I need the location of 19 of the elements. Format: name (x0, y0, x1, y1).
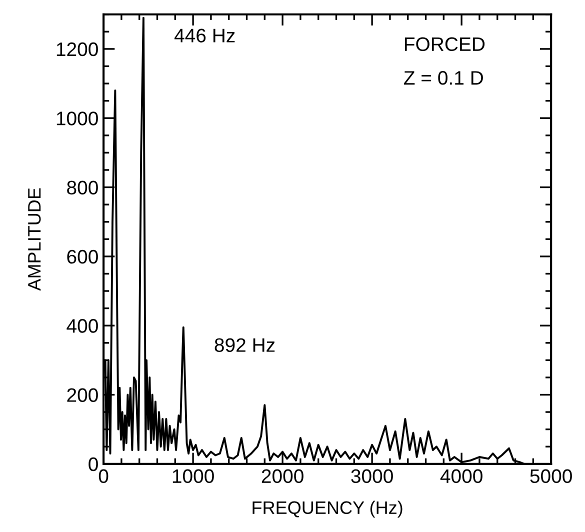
x-tick-label: 3000 (351, 469, 393, 484)
x-tick-label: 4000 (440, 469, 482, 484)
y-tick-label: 0 (88, 457, 98, 472)
y-tick-label: 1000 (56, 112, 98, 126)
y-tick-label: 600 (67, 250, 98, 264)
x-tick-label: 1000 (172, 469, 214, 484)
y-tick-label: 800 (67, 180, 98, 194)
y-tick-label: 1200 (56, 42, 98, 56)
annotation: 892 Hz (214, 338, 275, 352)
y-axis-title: AMPLITUDE (28, 188, 41, 291)
annotation: Z = 0.1 D (404, 71, 483, 85)
x-tick-label: 5000 (530, 469, 572, 484)
x-tick-label: 2000 (262, 469, 304, 484)
x-axis-title: FREQUENCY (Hz) (252, 500, 402, 518)
annotation: 446 Hz (174, 28, 235, 42)
x-tick-label: 0 (98, 469, 108, 484)
y-tick-label: 200 (67, 388, 98, 402)
annotation: FORCED (404, 37, 485, 52)
y-tick-label: 400 (66, 319, 98, 333)
